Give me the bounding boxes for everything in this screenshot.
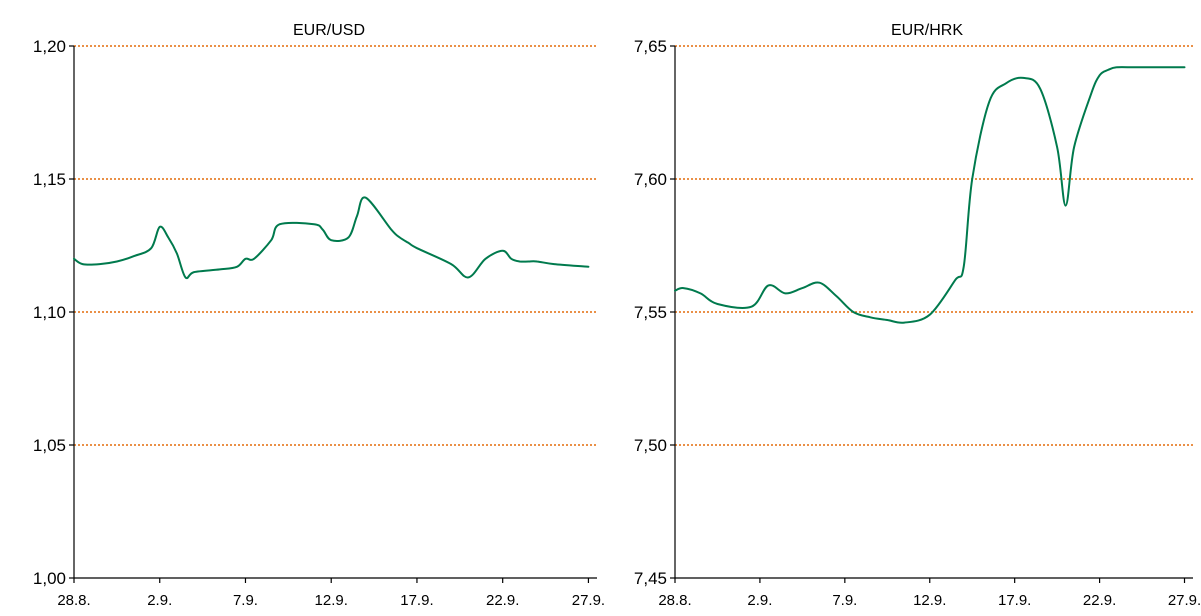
eur-hrk-y-tick-label: 7,45 — [634, 569, 667, 588]
eur-hrk-gridlines — [675, 45, 1193, 446]
eur-hrk-y-tick-label: 7,50 — [634, 436, 667, 455]
eur-usd-chart-title: EUR/USD — [293, 22, 365, 39]
eur-usd-y-tick-label: 1,05 — [33, 436, 66, 455]
eur-usd-x-tick-label: 28.8. — [57, 592, 90, 609]
eur-hrk-x-tick-label: 22.9. — [1083, 592, 1116, 609]
eur-usd-x-tick-label: 22.9. — [486, 592, 519, 609]
eur-hrk-y-axis-ticks: 7,45 7,50 7,55 7,60 7,65 — [634, 37, 675, 588]
eur-hrk-chart-title: EUR/HRK — [891, 22, 963, 39]
eur-hrk-x-tick-label: 7.9. — [832, 592, 857, 609]
eur-hrk-x-tick-label: 12.9. — [913, 592, 946, 609]
eur-hrk-x-tick-label: 2.9. — [747, 592, 772, 609]
eur-hrk-y-tick-label: 7,65 — [634, 37, 667, 56]
eur-usd-x-tick-label: 17.9. — [400, 592, 433, 609]
eur-usd-x-tick-label: 2.9. — [147, 592, 172, 609]
eur-usd-y-tick-label: 1,15 — [33, 170, 66, 189]
eur-usd-y-tick-label: 1,10 — [33, 303, 66, 322]
eur-usd-gridlines — [74, 45, 597, 446]
eur-hrk-x-tick-label: 27.9. — [1168, 592, 1201, 609]
eur-hrk-x-axis-ticks: 28.8. 2.9. 7.9. 12.9. 17.9. 22.9. 27.9. — [658, 578, 1201, 609]
eur-usd-x-axis-ticks: 28.8. 2.9. 7.9. 12.9. 17.9. 22.9. 27.9. — [57, 578, 605, 609]
eur-hrk-y-tick-label: 7,60 — [634, 170, 667, 189]
eur-usd-x-tick-label: 7.9. — [233, 592, 258, 609]
eur-hrk-chart: EUR/HRK 7,45 7,50 7,55 7,60 7,65 28.8. 2.9. 7.… — [634, 22, 1201, 609]
eur-usd-y-tick-label: 1,20 — [33, 37, 66, 56]
eur-hrk-x-tick-label: 28.8. — [658, 592, 691, 609]
eur-usd-y-axis-ticks: 1,00 1,05 1,10 1,15 1,20 — [33, 37, 74, 588]
eur-hrk-y-tick-label: 7,55 — [634, 303, 667, 322]
eur-usd-chart: EUR/USD 1,00 1,05 1,10 1,15 1,20 28.8. 2.9. 7.… — [33, 22, 605, 609]
eur-usd-y-tick-label: 1,00 — [33, 569, 66, 588]
eur-usd-x-tick-label: 27.9. — [572, 592, 605, 609]
eur-hrk-x-tick-label: 17.9. — [998, 592, 1031, 609]
eur-usd-series-line — [73, 196, 590, 280]
eur-usd-x-tick-label: 12.9. — [315, 592, 348, 609]
eur-hrk-series-line — [674, 66, 1186, 324]
